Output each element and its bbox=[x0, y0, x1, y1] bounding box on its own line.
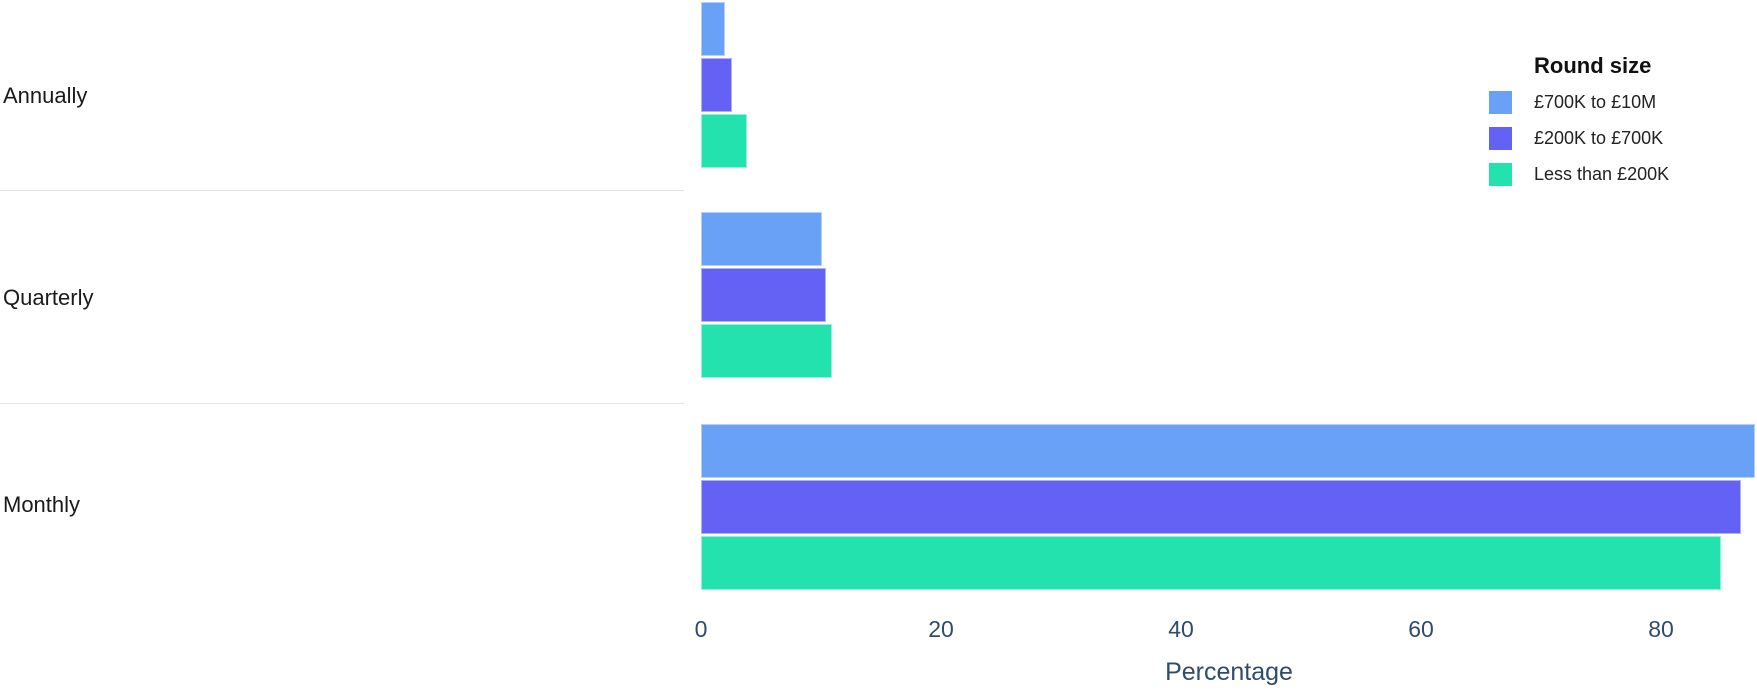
legend: Round size £700K to £10M £200K to £700K … bbox=[1489, 53, 1669, 199]
legend-swatch-blue-icon bbox=[1489, 91, 1512, 114]
x-tick-80: 80 bbox=[1648, 616, 1674, 642]
row-divider bbox=[0, 190, 684, 191]
x-tick-40: 40 bbox=[1168, 616, 1194, 642]
x-axis: 0 20 40 60 80 bbox=[695, 616, 1757, 648]
legend-label: £200K to £700K bbox=[1534, 128, 1664, 148]
bar bbox=[701, 212, 823, 266]
category-label-quarterly: Quarterly bbox=[3, 284, 94, 310]
bar-group-monthly bbox=[701, 424, 1757, 592]
bar bbox=[701, 268, 826, 322]
x-tick-60: 60 bbox=[1408, 616, 1434, 642]
legend-item: £200K to £700K bbox=[1489, 127, 1669, 150]
legend-title: Round size bbox=[1534, 53, 1652, 78]
bar bbox=[701, 2, 725, 56]
legend-item: Less than £200K bbox=[1489, 163, 1669, 186]
category-row-monthly: Monthly bbox=[0, 404, 1757, 605]
category-row-quarterly: Quarterly bbox=[0, 191, 1757, 404]
legend-label: Less than £200K bbox=[1534, 164, 1670, 184]
category-row-annually: Annually bbox=[0, 0, 1757, 191]
bar bbox=[701, 536, 1721, 590]
bar bbox=[701, 480, 1742, 534]
bar-group-quarterly bbox=[701, 212, 1757, 380]
category-label-monthly: Monthly bbox=[3, 491, 81, 517]
bar bbox=[701, 424, 1755, 478]
legend-item: £700K to £10M bbox=[1489, 91, 1669, 114]
bar bbox=[701, 58, 733, 112]
bar bbox=[701, 114, 747, 168]
legend-label: £700K to £10M bbox=[1534, 92, 1657, 112]
bar bbox=[701, 324, 832, 378]
x-tick-0: 0 bbox=[694, 616, 708, 642]
legend-swatch-green-icon bbox=[1489, 163, 1512, 186]
row-divider bbox=[0, 403, 684, 404]
category-label-annually: Annually bbox=[3, 82, 88, 108]
bar-group-annually bbox=[701, 2, 1757, 170]
x-tick-20: 20 bbox=[928, 616, 954, 642]
legend-swatch-purple-icon bbox=[1489, 127, 1512, 150]
x-axis-title: Percentage bbox=[1165, 658, 1293, 686]
